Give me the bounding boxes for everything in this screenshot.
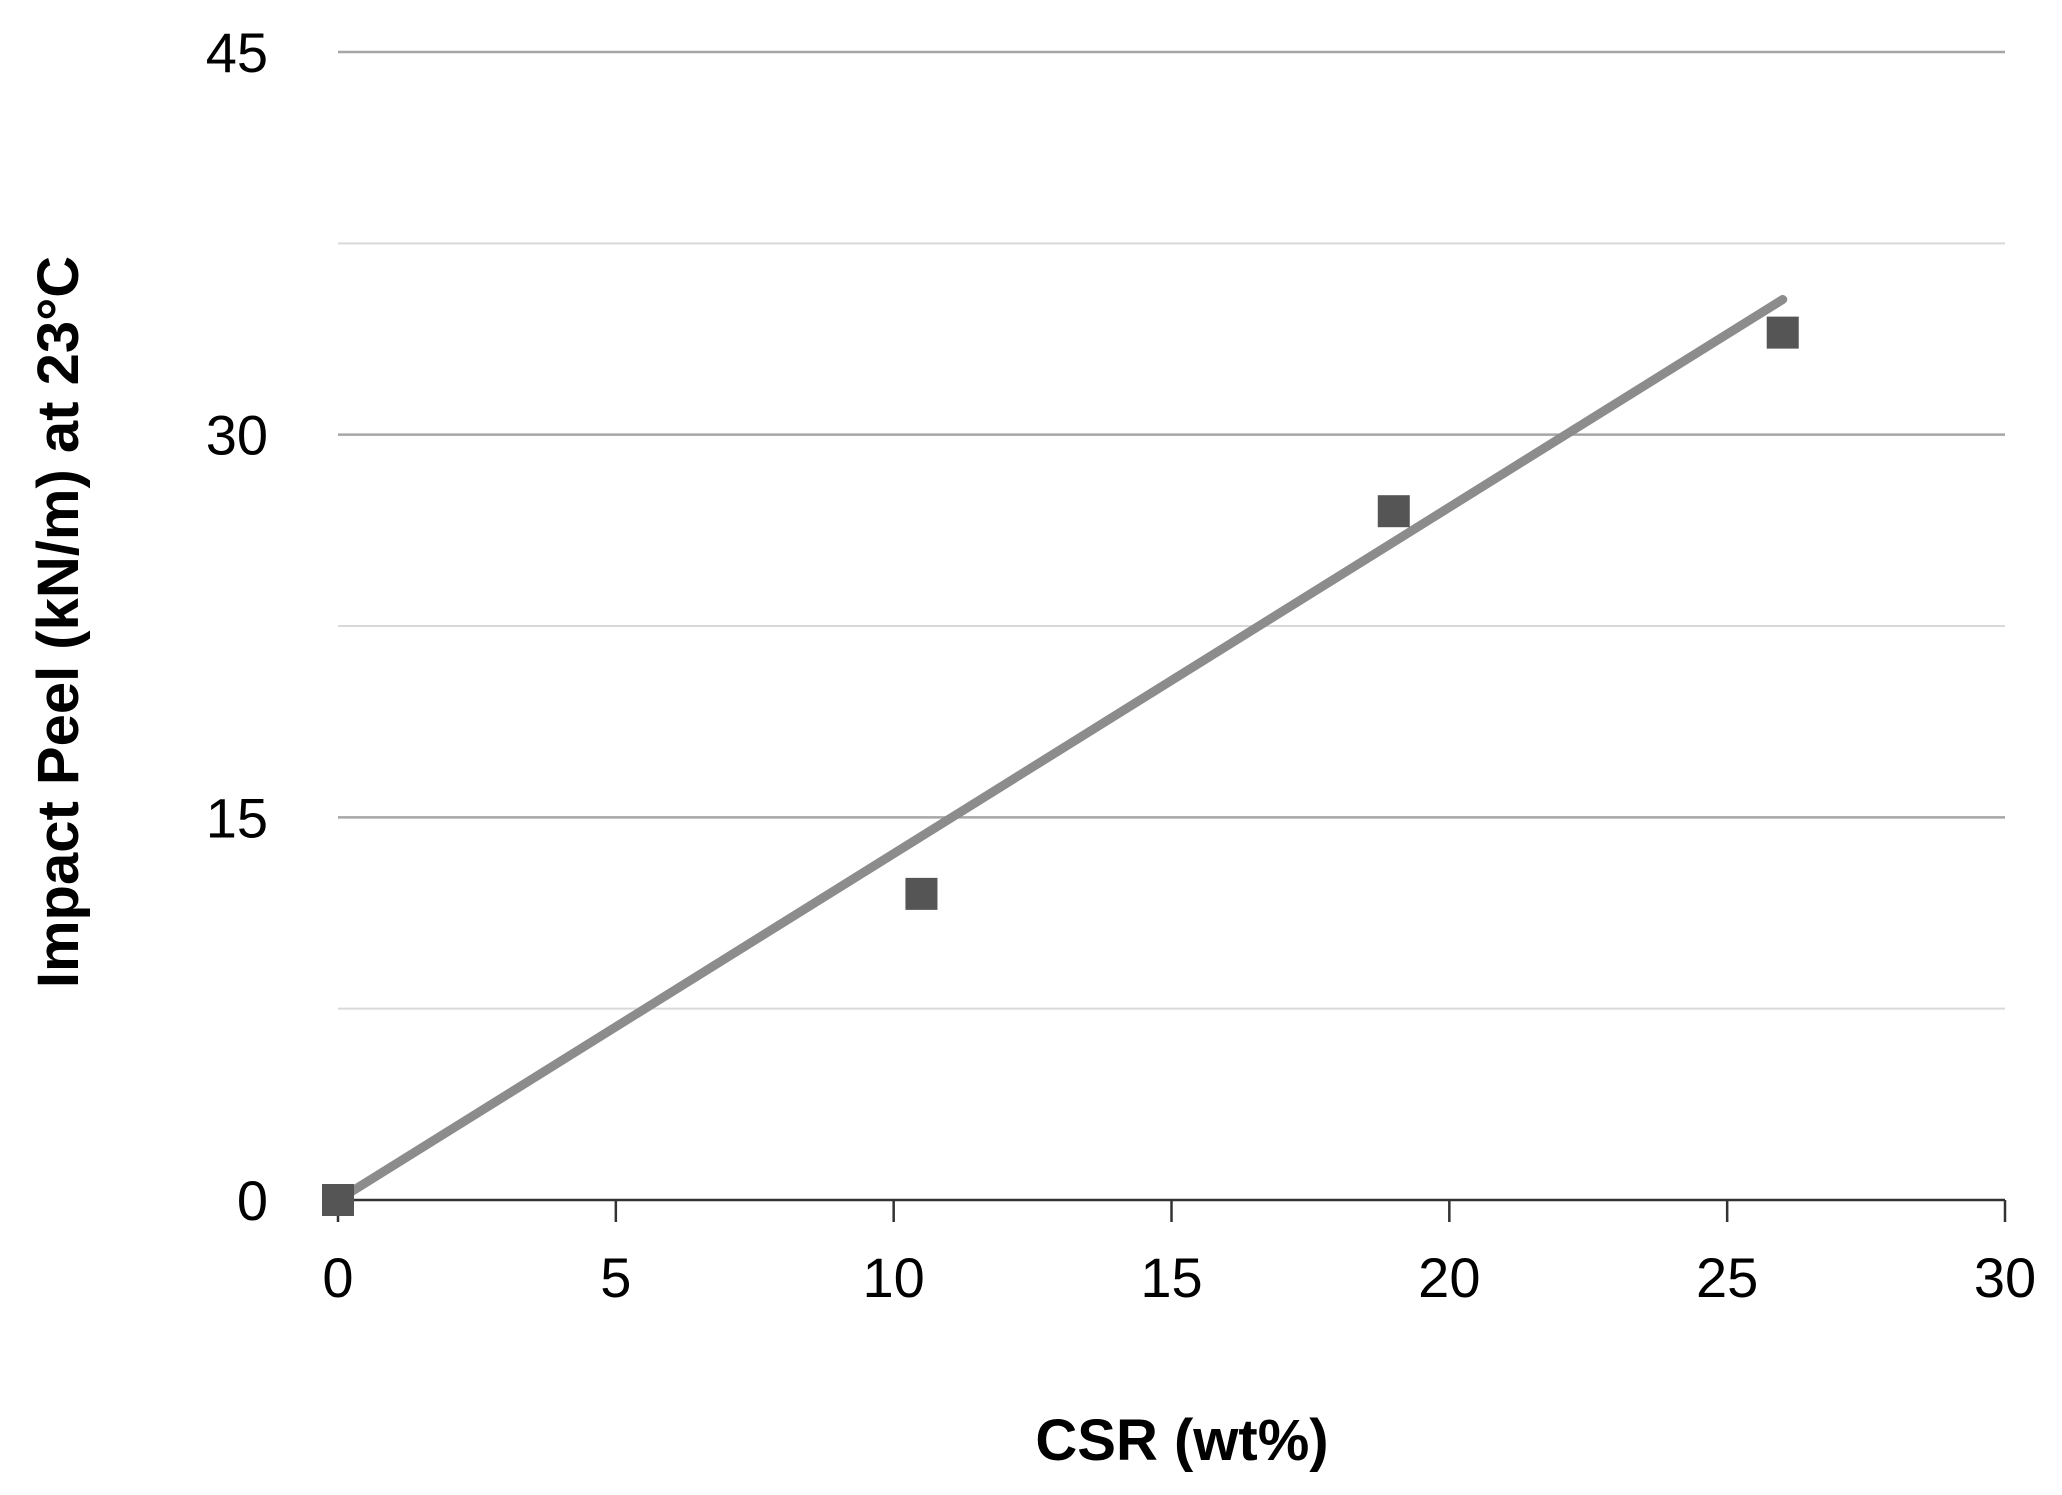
x-tick-label: 10 bbox=[863, 1246, 925, 1309]
tick-labels: 0 5 10 15 20 25 30 0 15 30 45 bbox=[206, 21, 2036, 1309]
x-tick-label: 5 bbox=[600, 1246, 631, 1309]
y-tick-label: 15 bbox=[206, 786, 268, 849]
gridlines bbox=[338, 50, 2005, 1010]
trendline bbox=[333, 294, 1788, 1205]
trendline-layer bbox=[333, 294, 1788, 1205]
x-axis-title: CSR (wt%) bbox=[1035, 1408, 1328, 1473]
y-tick-label: 0 bbox=[237, 1169, 268, 1232]
data-point-marker bbox=[1766, 316, 1799, 349]
data-point-marker bbox=[905, 877, 938, 910]
x-tick-label: 20 bbox=[1418, 1246, 1480, 1309]
data-point-marker bbox=[1377, 495, 1410, 528]
x-tick-label: 15 bbox=[1140, 1246, 1202, 1309]
y-axis-title: Impact Peel (kN/m) at 23°C bbox=[26, 256, 91, 988]
data-points bbox=[322, 316, 1799, 1216]
x-tick-label: 0 bbox=[322, 1246, 353, 1309]
data-point-marker bbox=[322, 1184, 354, 1216]
x-tick-label: 25 bbox=[1696, 1246, 1758, 1309]
axes bbox=[336, 1198, 2007, 1222]
y-tick-label: 30 bbox=[206, 404, 268, 467]
y-tick-label: 45 bbox=[206, 21, 268, 84]
x-tick-label: 30 bbox=[1974, 1246, 2036, 1309]
